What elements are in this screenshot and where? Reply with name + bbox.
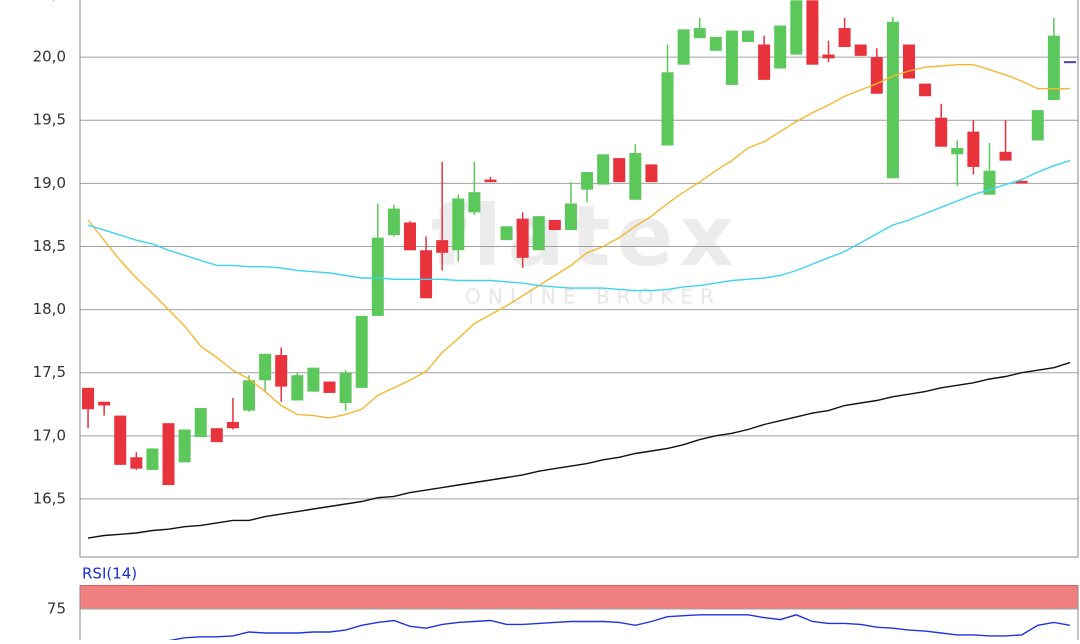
- candle-body: [1031, 110, 1044, 141]
- rsi-title: RSI(14): [82, 565, 137, 583]
- candle-body: [387, 208, 400, 236]
- candle-body: [935, 117, 948, 147]
- y-tick-label: 75: [47, 600, 66, 618]
- candle-body: [1015, 180, 1028, 184]
- candle-body: [275, 355, 288, 387]
- candle-body: [758, 44, 771, 80]
- rsi-plot: [80, 585, 1078, 640]
- candle-body: [870, 57, 883, 94]
- candle-body: [468, 192, 481, 213]
- candle-body: [548, 219, 561, 231]
- candle-body: [661, 72, 674, 146]
- y-tick-label: 20,5: [33, 0, 66, 3]
- candle-body: [999, 151, 1012, 161]
- y-tick-label: 18,0: [33, 300, 66, 318]
- candle-body: [564, 203, 577, 231]
- candle-body: [919, 83, 932, 97]
- y-tick-label: 19,0: [33, 174, 66, 192]
- candle-body: [774, 25, 787, 69]
- overbought-band: [80, 585, 1078, 610]
- candle-body: [178, 429, 191, 463]
- candle-body: [452, 198, 465, 251]
- candle-body: [629, 153, 642, 200]
- y-tick-label: 17,0: [33, 426, 66, 444]
- axis-labels: 16,5 17,0 17,5 18,0 18,5 19,0 19,5 20,0 20,5 75: [33, 0, 66, 618]
- candle-body: [403, 222, 416, 251]
- candle-body: [822, 54, 835, 59]
- candle-body: [194, 408, 207, 438]
- candle-body: [951, 148, 964, 155]
- candle-body: [886, 21, 899, 179]
- y-tick-label: 20,0: [33, 48, 66, 66]
- candle-body: [243, 380, 256, 411]
- candle-body: [146, 448, 159, 470]
- candle-body: [259, 353, 272, 381]
- candle-body: [725, 30, 738, 85]
- y-tick-label: 18,5: [33, 237, 66, 255]
- candle-body: [516, 218, 529, 258]
- candle-body: [1047, 35, 1060, 101]
- candle-body: [854, 44, 867, 56]
- candle-body: [838, 28, 851, 48]
- candle-body: [98, 401, 111, 406]
- line-series: [87, 64, 1070, 419]
- candle-body: [114, 415, 127, 465]
- candle-body: [967, 131, 980, 167]
- candle-body: [645, 164, 658, 183]
- candle-body: [210, 428, 223, 443]
- candle-body: [371, 237, 384, 316]
- candle-body: [82, 387, 95, 410]
- candle-body: [1063, 61, 1076, 64]
- candle-body: [307, 367, 320, 392]
- line-series: [87, 361, 1071, 539]
- candle-body: [613, 158, 626, 183]
- candle-body: [500, 226, 513, 241]
- candle-body: [806, 0, 819, 65]
- y-tick-label: 17,5: [33, 363, 66, 381]
- candle-body: [339, 372, 352, 403]
- candle-body: [709, 36, 722, 51]
- y-tick-label: 16,5: [33, 489, 66, 507]
- candle-body: [902, 44, 915, 79]
- line-series: [168, 614, 1071, 640]
- y-tick-label: 19,5: [33, 111, 66, 129]
- candle-body: [484, 179, 497, 183]
- price-plot: [80, 0, 1078, 539]
- candle-body: [291, 375, 304, 401]
- candle-body: [226, 421, 239, 429]
- candle-body: [436, 240, 449, 253]
- candle-body: [581, 171, 594, 190]
- candle-body: [355, 315, 368, 388]
- candle-body: [420, 250, 433, 299]
- candle-body: [693, 28, 706, 39]
- watermark-logo: flatex: [430, 187, 739, 285]
- candle-body: [162, 423, 175, 486]
- candle-body: [677, 29, 690, 65]
- line-series: [87, 159, 1071, 292]
- candle-body: [323, 381, 336, 393]
- candle-body: [130, 457, 143, 469]
- candle-body: [790, 0, 803, 55]
- candle-body: [532, 216, 545, 251]
- candle-body: [742, 30, 755, 42]
- candle-body: [597, 154, 610, 185]
